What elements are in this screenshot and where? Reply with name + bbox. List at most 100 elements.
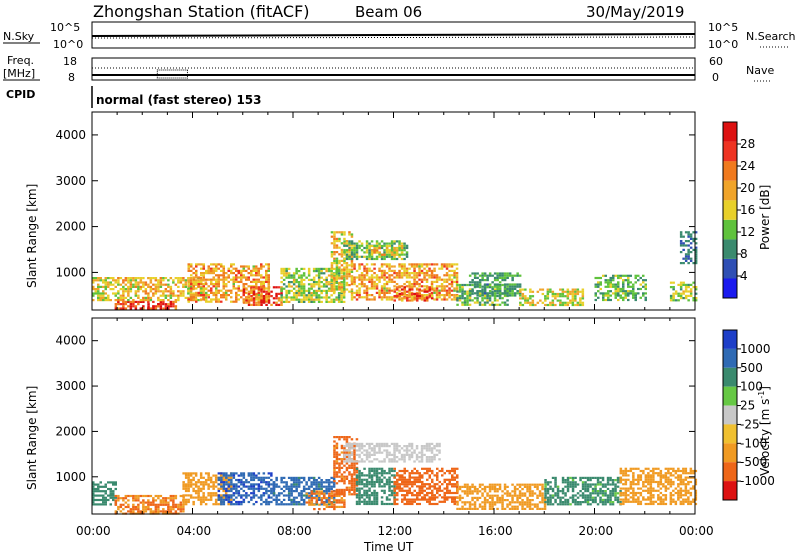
heatmap-cell (496, 507, 499, 510)
heatmap-cell (190, 296, 193, 299)
heatmap-cell (511, 290, 514, 293)
heatmap-cell (428, 458, 431, 461)
heatmap-cell (390, 265, 394, 268)
heatmap-cell (378, 291, 381, 294)
heatmap-cell (340, 286, 344, 289)
heatmap-cell (270, 474, 273, 477)
heatmap-cell (295, 278, 298, 281)
heatmap-cell (335, 298, 338, 301)
heatmap-cell (333, 288, 336, 291)
heatmap-cell (554, 476, 557, 479)
heatmap-cell (423, 299, 426, 302)
heatmap-cell (102, 485, 105, 488)
heatmap-cell (383, 489, 386, 492)
heatmap-cell (162, 508, 165, 511)
heatmap-cell (596, 476, 600, 479)
heatmap-cell (320, 285, 323, 288)
heatmap-cell (212, 283, 215, 286)
heatmap-cell (310, 296, 313, 299)
heatmap-cell (102, 490, 105, 493)
heatmap-cell (418, 283, 421, 286)
heatmap-cell (546, 288, 550, 291)
heatmap-cell (428, 476, 431, 479)
heatmap-cell (385, 280, 389, 283)
heatmap-cell (282, 267, 286, 270)
heatmap-cell (179, 505, 183, 509)
heatmap-cell (184, 485, 188, 488)
heatmap-cell (207, 485, 210, 488)
heatmap-cell (410, 447, 414, 450)
heatmap-cell (428, 289, 431, 292)
heatmap-cell (124, 300, 128, 303)
heatmap-cell (549, 288, 552, 291)
heatmap-cell (576, 483, 580, 486)
heatmap-cell (142, 503, 145, 506)
heatmap-cell (466, 501, 469, 504)
heatmap-cell (169, 296, 173, 299)
heatmap-cell (466, 297, 469, 300)
heatmap-cell (496, 272, 499, 275)
heatmap-cell (94, 490, 97, 493)
heatmap-cell (144, 283, 148, 286)
heatmap-cell (602, 298, 605, 302)
heatmap-cell (478, 290, 482, 293)
heatmap-cell (222, 285, 225, 288)
heatmap-cell (360, 494, 364, 497)
heatmap-cell (335, 285, 338, 288)
heatmap-cell (220, 296, 223, 299)
heatmap-cell (551, 290, 555, 293)
heatmap-cell (523, 501, 527, 504)
heatmap-cell (174, 494, 178, 498)
heatmap-cell (260, 288, 263, 291)
heatmap-cell (551, 301, 555, 304)
heatmap-cell (245, 481, 248, 484)
heatmap-cell (541, 501, 544, 504)
heatmap-cell (262, 295, 266, 298)
heatmap-cell (554, 501, 557, 504)
heatmap-cell (280, 296, 283, 299)
heatmap-cell (330, 267, 333, 270)
heatmap-cell (506, 292, 509, 295)
heatmap-cell (222, 503, 226, 506)
heatmap-cell (418, 272, 421, 275)
heatmap-cell (340, 231, 344, 234)
heatmap-cell (396, 286, 399, 289)
heatmap-cell (224, 478, 228, 482)
heatmap-cell (255, 283, 258, 286)
heatmap-cell (322, 283, 326, 286)
heatmap-cell (97, 503, 100, 506)
heatmap-cell (358, 496, 361, 499)
heatmap-cell (109, 277, 112, 280)
heatmap-cell (104, 292, 107, 295)
heatmap-cell (493, 485, 497, 488)
heatmap-cell (433, 276, 436, 279)
heatmap-cell (390, 469, 394, 473)
heatmap-cell (415, 263, 419, 266)
heatmap-cell (594, 496, 597, 499)
heatmap-cell (142, 305, 145, 308)
heatmap-cell (488, 485, 492, 488)
heatmap-cell (390, 251, 394, 254)
heatmap-cell (129, 279, 133, 282)
heatmap-cell (571, 481, 575, 484)
heatmap-cell (637, 287, 640, 291)
heatmap-cell (250, 472, 253, 475)
heatmap-cell (182, 505, 185, 509)
heatmap-cell (320, 483, 323, 486)
heatmap-cell (235, 500, 238, 504)
heatmap-cell (551, 292, 555, 296)
heatmap-cell (433, 502, 436, 506)
heatmap-cell (297, 494, 301, 497)
heatmap-cell (571, 496, 575, 499)
heatmap-cell (383, 485, 386, 488)
heatmap-cell (471, 299, 474, 302)
heatmap-cell (506, 274, 509, 277)
heatmap-cell (330, 481, 333, 484)
heatmap-cell (684, 297, 688, 300)
heatmap-cell (242, 286, 246, 289)
heatmap-cell (330, 281, 333, 284)
heatmap-cell (523, 483, 527, 486)
heatmap-cell (370, 485, 374, 488)
heatmap-cell (237, 280, 240, 283)
heatmap-cell (687, 235, 690, 238)
